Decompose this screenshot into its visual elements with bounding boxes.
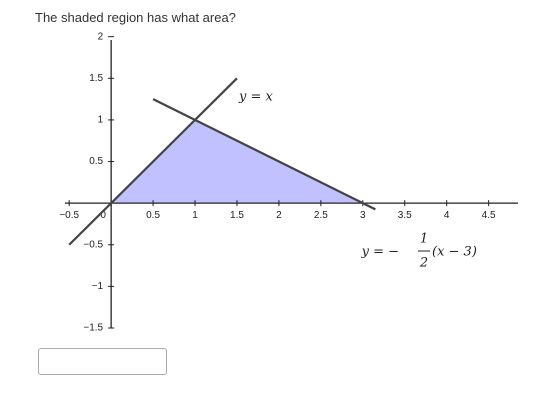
x-tick-label: 3 xyxy=(360,210,366,221)
shaded-region xyxy=(111,119,363,204)
x-tick-label: 1 xyxy=(192,210,198,221)
y-tick-label: −1 xyxy=(92,281,104,292)
graph: −0.5 0 0.5 1 1.5 2 2.5 3 3.5 4 4.5 −1.5 −1 −0.5 0.5 1 1.… xyxy=(59,31,518,334)
x-tick-label: −0.5 xyxy=(59,210,79,221)
line xyxy=(152,98,376,211)
annotation: y = x xyxy=(238,90,274,105)
x-tick-label: 3.5 xyxy=(398,210,412,221)
line xyxy=(68,77,238,246)
annotation: y = − xyxy=(361,245,399,260)
x-tick-label: 2 xyxy=(276,210,282,221)
annotation: 1 xyxy=(420,232,428,247)
x-tick-label: 1.5 xyxy=(230,210,244,221)
y-tick-label: −1.5 xyxy=(83,323,103,334)
x-tick-label: 4 xyxy=(444,210,450,221)
y-tick-label: 0.5 xyxy=(89,156,103,167)
y-tick-label: 2 xyxy=(98,31,104,42)
y-tick-label: −0.5 xyxy=(83,239,103,250)
y-tick-label: 1.5 xyxy=(89,73,103,84)
x-tick-label: 0 xyxy=(100,210,106,221)
annotation: (x − 3) xyxy=(432,245,477,260)
x-tick-label: 2.5 xyxy=(314,210,328,221)
x-tick-label: 0.5 xyxy=(146,210,160,221)
question: The shaded region has what area? xyxy=(35,10,236,25)
y-tick-label: 1 xyxy=(98,115,104,126)
annotation: 2 xyxy=(419,256,428,271)
answer-input[interactable] xyxy=(38,348,167,375)
x-tick-label: 4.5 xyxy=(482,210,496,221)
